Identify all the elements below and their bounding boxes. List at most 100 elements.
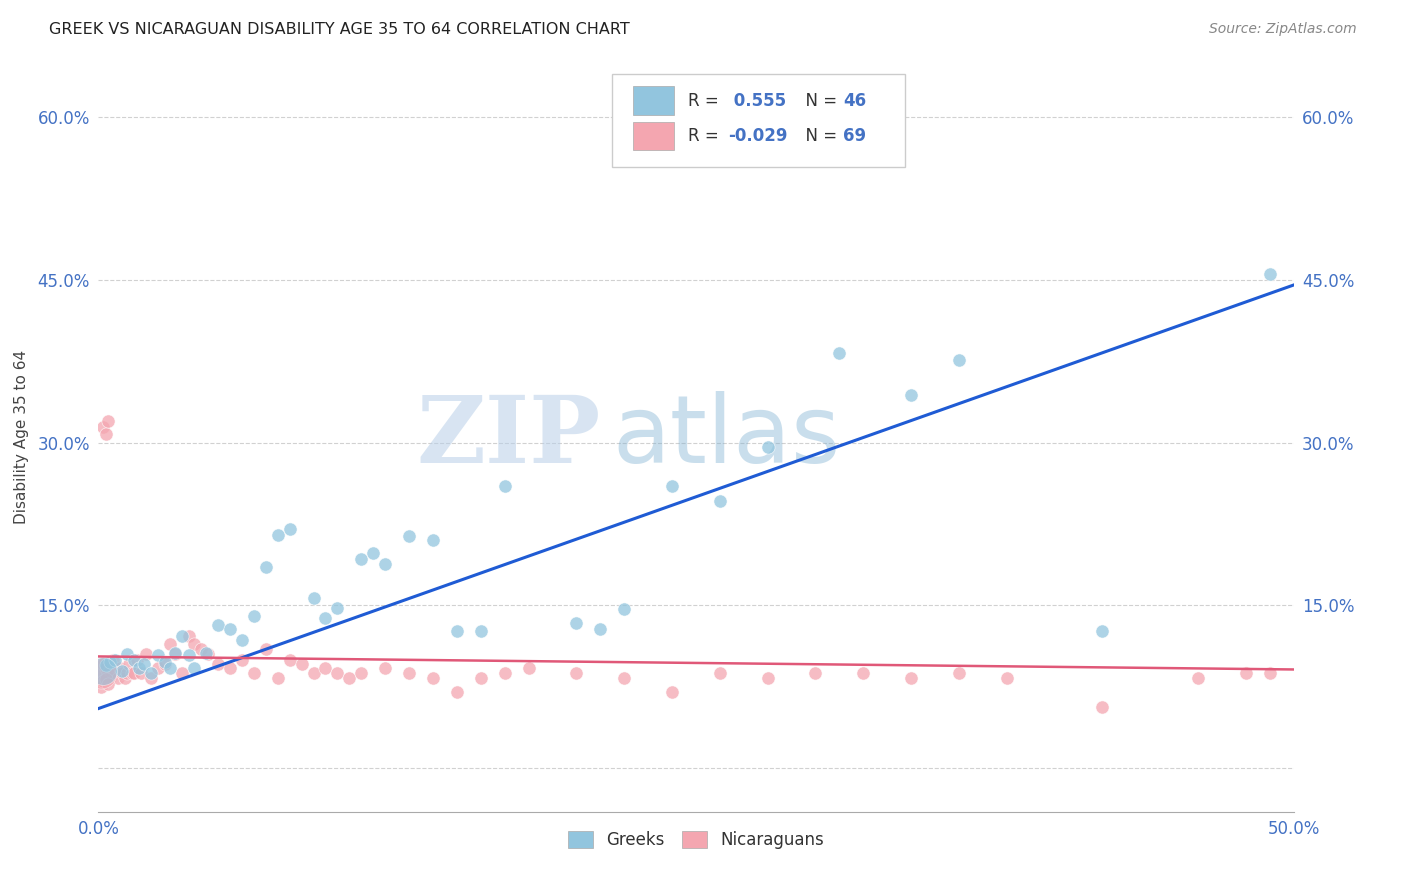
Point xyxy=(159,661,181,675)
Point xyxy=(195,646,218,660)
Point xyxy=(207,657,229,671)
Point xyxy=(852,665,875,680)
Point xyxy=(190,641,212,656)
Point xyxy=(278,522,301,536)
Point xyxy=(613,671,636,685)
Text: 0.555: 0.555 xyxy=(728,92,786,110)
Point xyxy=(163,646,186,660)
Point xyxy=(254,641,277,656)
Point xyxy=(97,414,120,428)
Point xyxy=(1258,665,1281,680)
Point xyxy=(709,494,731,508)
Point xyxy=(231,633,253,648)
Point xyxy=(1091,700,1114,714)
Point xyxy=(995,671,1018,685)
Point xyxy=(565,615,588,630)
Point xyxy=(267,528,290,542)
Point xyxy=(315,661,337,675)
Point xyxy=(108,661,131,675)
Point xyxy=(374,661,396,675)
Point xyxy=(118,657,141,671)
Point xyxy=(243,609,266,624)
Point xyxy=(267,671,290,685)
Point xyxy=(128,661,150,675)
Point xyxy=(302,591,325,605)
Text: R =: R = xyxy=(688,127,724,145)
Point xyxy=(125,653,148,667)
Point xyxy=(363,546,385,560)
Point xyxy=(94,661,117,675)
Point xyxy=(131,665,153,680)
Point xyxy=(111,665,134,680)
Point xyxy=(155,657,177,671)
Point xyxy=(121,665,143,680)
Point xyxy=(422,671,444,685)
Point xyxy=(900,671,922,685)
Point xyxy=(470,624,492,639)
Point xyxy=(124,665,146,680)
Text: R =: R = xyxy=(688,92,724,110)
Y-axis label: Disability Age 35 to 64: Disability Age 35 to 64 xyxy=(14,350,30,524)
Text: 69: 69 xyxy=(844,127,866,145)
Point xyxy=(98,655,122,669)
Point xyxy=(104,665,127,680)
Point xyxy=(350,551,373,566)
Point xyxy=(1258,267,1281,281)
Point xyxy=(94,672,117,686)
Point xyxy=(243,665,266,680)
FancyBboxPatch shape xyxy=(633,121,675,150)
FancyBboxPatch shape xyxy=(633,87,675,115)
Point xyxy=(398,529,420,543)
Point xyxy=(91,664,114,678)
FancyBboxPatch shape xyxy=(613,74,905,168)
Point xyxy=(139,665,162,680)
Point xyxy=(135,647,157,661)
Text: GREEK VS NICARAGUAN DISABILITY AGE 35 TO 64 CORRELATION CHART: GREEK VS NICARAGUAN DISABILITY AGE 35 TO… xyxy=(49,22,630,37)
Point xyxy=(107,671,129,685)
Point xyxy=(90,665,112,680)
Point xyxy=(302,665,325,680)
Point xyxy=(132,657,155,671)
Point xyxy=(94,426,117,441)
Point xyxy=(155,655,177,669)
Point xyxy=(115,647,138,661)
Point xyxy=(101,653,124,667)
Point xyxy=(231,653,253,667)
Point xyxy=(207,618,229,632)
Point xyxy=(804,665,827,680)
Point xyxy=(139,671,162,685)
Point xyxy=(948,665,970,680)
Point xyxy=(94,658,117,673)
Point xyxy=(183,661,205,675)
Point xyxy=(422,533,444,548)
Point xyxy=(104,653,127,667)
Point xyxy=(446,624,468,639)
Point xyxy=(159,638,181,652)
Point xyxy=(183,638,205,652)
Point xyxy=(374,557,396,571)
Point xyxy=(446,685,468,699)
Point xyxy=(589,622,612,636)
Point xyxy=(494,665,516,680)
Point xyxy=(661,685,683,699)
Point xyxy=(1091,624,1114,639)
Point xyxy=(163,647,186,661)
Point xyxy=(565,665,588,680)
Point xyxy=(1234,665,1257,680)
Point xyxy=(613,601,636,615)
Point xyxy=(98,671,122,685)
Legend: Greeks, Nicaraguans: Greeks, Nicaraguans xyxy=(561,824,831,855)
Text: atlas: atlas xyxy=(613,391,841,483)
Text: -0.029: -0.029 xyxy=(728,127,787,145)
Point xyxy=(326,600,349,615)
Point xyxy=(1187,671,1209,685)
Text: N =: N = xyxy=(796,92,842,110)
Point xyxy=(91,674,114,689)
Point xyxy=(90,665,112,680)
Point xyxy=(661,479,683,493)
Point xyxy=(97,665,120,680)
Point xyxy=(91,657,114,671)
Point xyxy=(219,661,242,675)
Text: 46: 46 xyxy=(844,92,866,110)
Point xyxy=(172,629,194,643)
